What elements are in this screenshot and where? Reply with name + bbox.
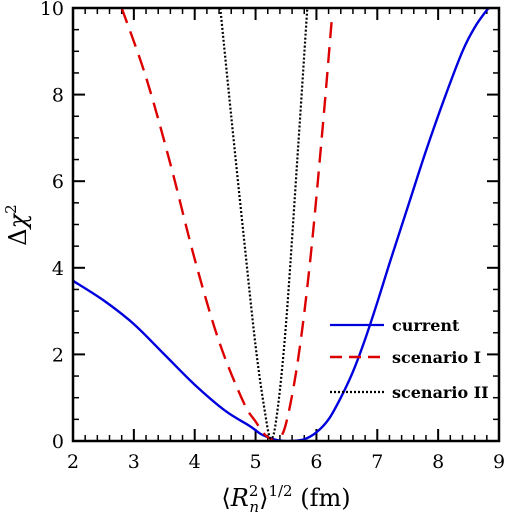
y-tick-label: 4 [52, 258, 64, 280]
x-tick-label: 6 [310, 451, 322, 473]
x-tick-label: 4 [189, 451, 201, 473]
y-tick-label: 2 [52, 344, 64, 366]
legend-label-scenario-i: scenario I [392, 348, 481, 367]
series-line-scenario-i [120, 8, 333, 441]
x-tick-label: 7 [371, 451, 383, 473]
series-line-scenario-ii [219, 8, 309, 440]
series-layer [73, 8, 491, 441]
x-tick-label: 3 [128, 451, 140, 473]
y-tick-label: 6 [52, 171, 64, 193]
tick-marks [72, 7, 500, 442]
x-tick-label: 9 [493, 451, 505, 473]
x-axis-title: ⟨R2 n⟩1/2 (fm) [221, 482, 350, 516]
y-tick-label: 8 [52, 85, 64, 107]
legend-label-current: current [392, 316, 460, 335]
x-tick-label: 5 [250, 451, 262, 473]
legend-label-scenario-ii: scenario II [392, 383, 489, 402]
series-line-current [73, 8, 491, 441]
plot-frame [71, 6, 501, 443]
y-axis-title: Δχ2 [2, 204, 32, 245]
x-tick-label: 8 [432, 451, 444, 473]
x-tick-label: 2 [67, 451, 79, 473]
y-tick-label: 10 [40, 0, 64, 20]
y-tick-label: 0 [52, 431, 64, 453]
legend: current scenario I scenario II [330, 316, 489, 402]
